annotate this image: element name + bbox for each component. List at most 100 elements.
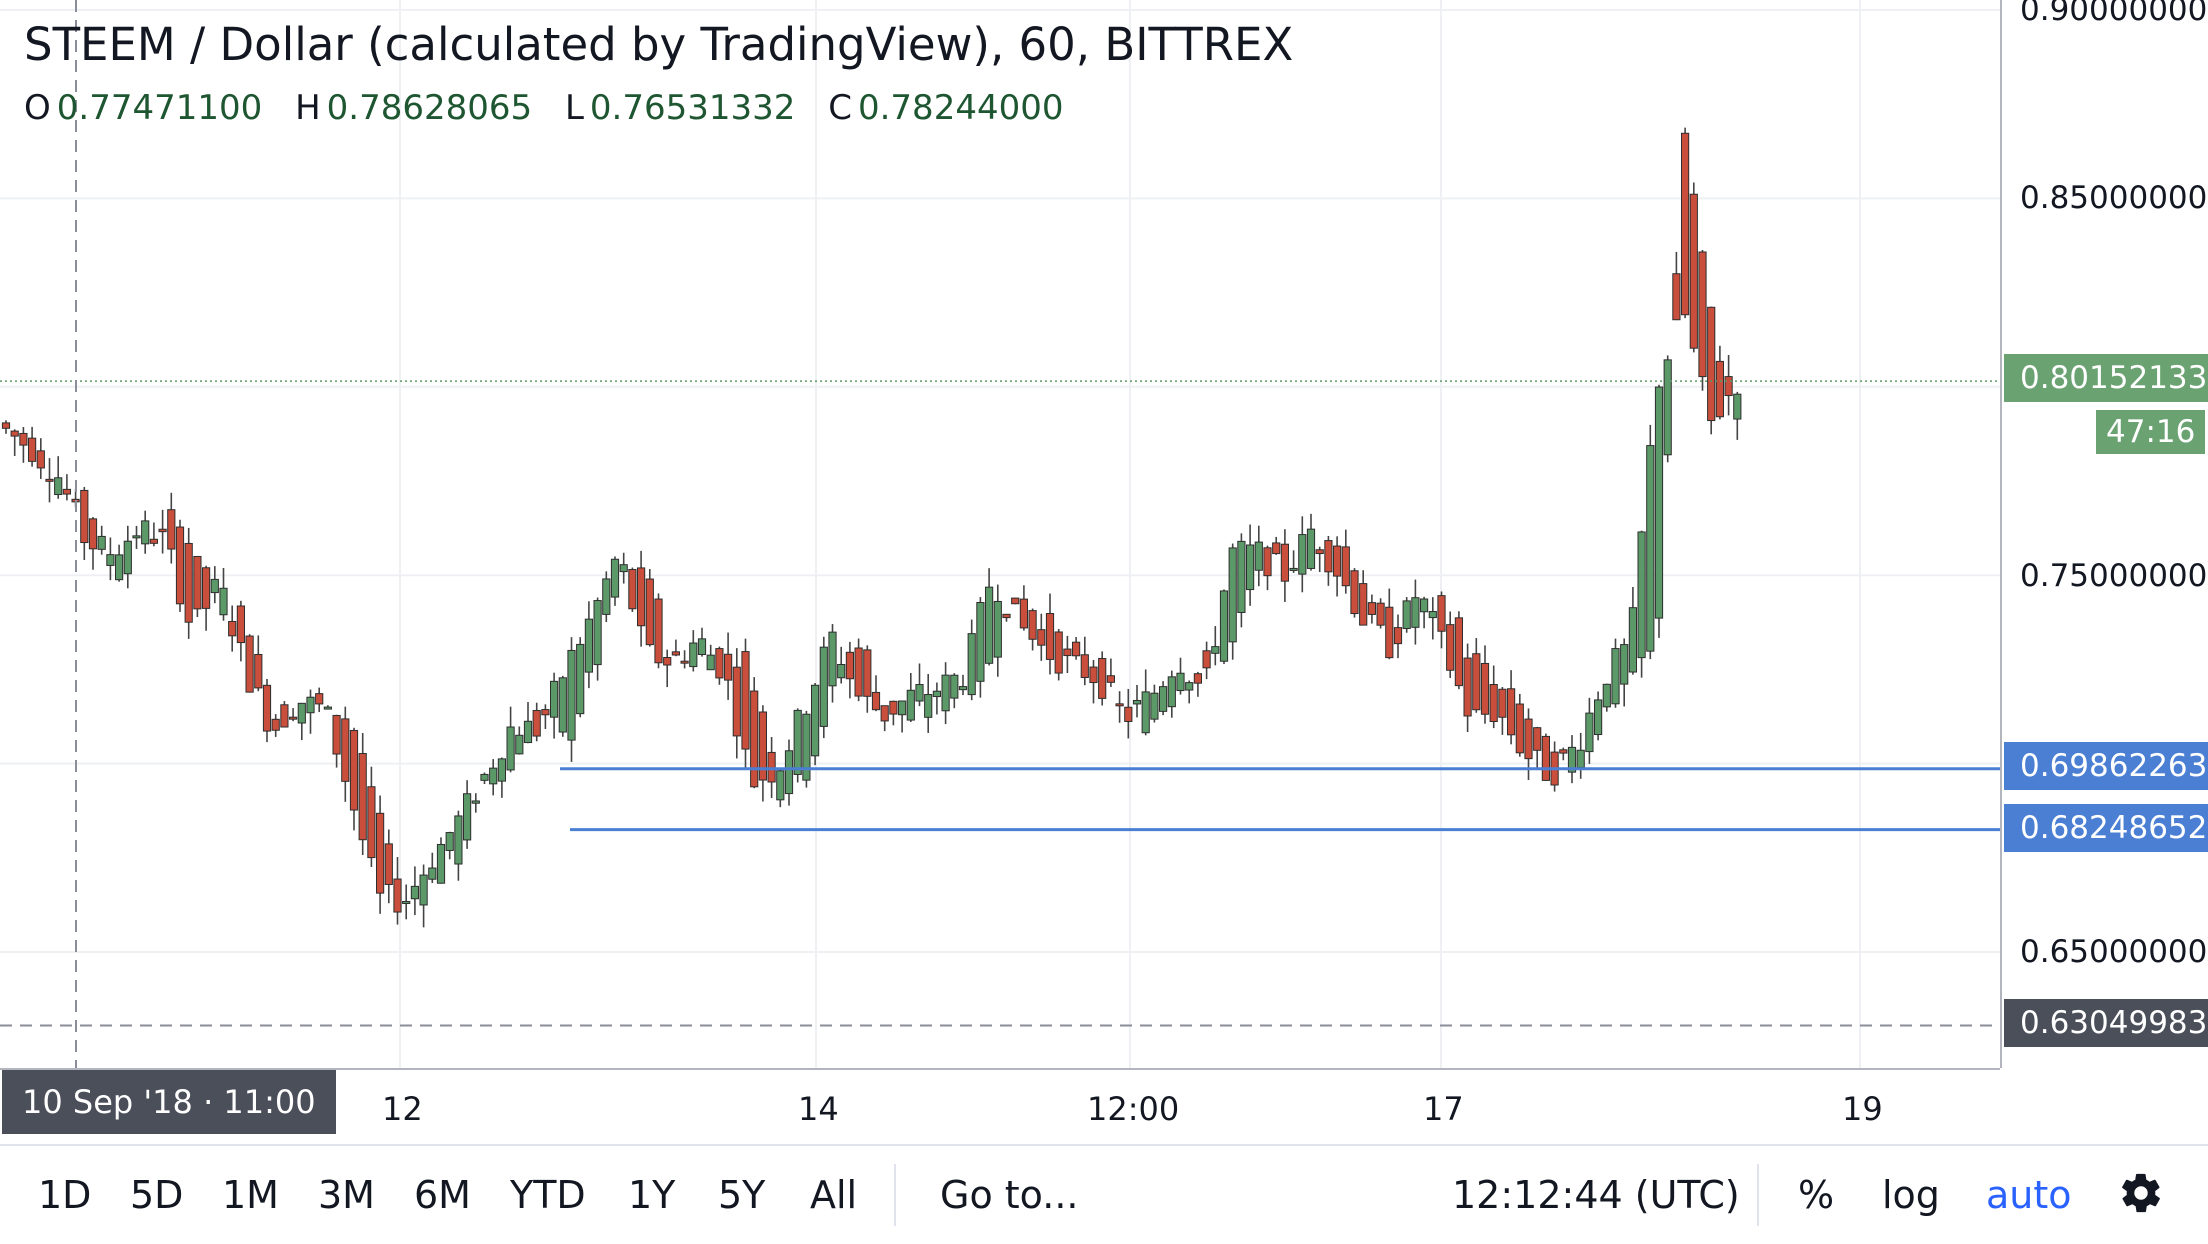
candle-down: [228, 620, 237, 637]
candle-down: [193, 555, 202, 610]
candle-up: [697, 638, 707, 656]
candle-down: [1115, 703, 1124, 707]
candle-up: [958, 686, 968, 691]
candle-down: [671, 651, 680, 656]
candle-up: [993, 600, 1002, 658]
candle-up: [132, 535, 141, 539]
range-1y-button[interactable]: 1Y: [628, 1173, 676, 1217]
candle-down: [254, 653, 263, 689]
last-price-badge: 0.80152133: [2004, 354, 2208, 402]
low-value: 0.76531332: [589, 88, 796, 128]
candle-up: [619, 564, 628, 573]
candle-down: [1541, 735, 1551, 781]
candle-down: [341, 718, 350, 782]
range-5d-button[interactable]: 5D: [130, 1173, 184, 1217]
candlestick-chart[interactable]: [0, 0, 2000, 1068]
candle-up: [915, 684, 924, 702]
chart-pane[interactable]: STEEM / Dollar (calculated by TradingVie…: [0, 0, 2000, 1068]
candle-down: [10, 430, 19, 437]
candle-down: [1045, 613, 1055, 660]
candle-down: [236, 605, 246, 644]
candle-down: [1098, 658, 1107, 699]
candle-up: [1663, 359, 1672, 456]
range-1m-button[interactable]: 1M: [222, 1173, 279, 1217]
candle-down: [1272, 542, 1281, 555]
candle-up: [1228, 547, 1237, 643]
auto-scale-toggle[interactable]: auto: [1986, 1173, 2072, 1217]
candle-up: [497, 758, 506, 782]
candle-down: [184, 542, 193, 623]
candle-up: [1611, 648, 1620, 705]
time-tick: 14: [798, 1090, 839, 1128]
candle-down: [88, 518, 98, 550]
horizontal-line-1-badge[interactable]: 0.69862263: [2004, 742, 2208, 790]
candle-down: [36, 450, 45, 469]
ohlc-legend: O 0.77471100 H 0.78628065 L 0.76531332 C 0.7…: [24, 88, 1085, 128]
candle-down: [1446, 624, 1455, 671]
candle-down: [19, 432, 28, 446]
candle-down: [1393, 627, 1403, 645]
high-value: 0.78628065: [326, 88, 533, 128]
horizontal-line-2-badge[interactable]: 0.68248652: [2004, 804, 2208, 852]
candle-up: [1602, 683, 1611, 708]
range-ytd-button[interactable]: YTD: [510, 1173, 586, 1217]
candle-down: [1437, 595, 1446, 632]
candle-up: [1567, 746, 1577, 773]
range-6m-button[interactable]: 6M: [414, 1173, 471, 1217]
candle-up: [1132, 699, 1142, 705]
candle-down: [280, 704, 289, 728]
price-scale[interactable]: 0.90000000 0.85000000 0.75000000 0.65000…: [2000, 0, 2208, 1068]
candle-up: [506, 726, 515, 771]
candle-up: [463, 793, 472, 841]
range-3m-button[interactable]: 3M: [318, 1173, 375, 1217]
candle-up: [1654, 386, 1664, 619]
candle-down: [393, 878, 402, 913]
candle-down: [202, 567, 211, 609]
price-tick: 0.90000000: [2020, 0, 2208, 28]
candle-down: [167, 509, 176, 550]
candle-up: [1576, 749, 1585, 769]
range-5y-button[interactable]: 5Y: [718, 1173, 766, 1217]
candle-down: [1019, 598, 1028, 629]
candle-down: [1002, 613, 1011, 619]
candle-up: [454, 815, 463, 865]
candle-up: [219, 587, 228, 616]
candle-down: [854, 647, 863, 697]
symbol-title: STEEM / Dollar (calculated by TradingVie…: [24, 18, 1294, 71]
range-all-button[interactable]: All: [810, 1173, 858, 1217]
candle-down: [1480, 662, 1490, 715]
candle-down: [1011, 597, 1020, 605]
candle-down: [1324, 540, 1333, 573]
chart-settings-gear-icon[interactable]: [2118, 1170, 2164, 1220]
candle-up: [1298, 534, 1307, 575]
candle-up: [123, 540, 132, 575]
candle-up: [950, 674, 959, 699]
candle-up: [323, 706, 332, 710]
candle-down: [1533, 727, 1542, 751]
candle-down: [1515, 703, 1524, 754]
utc-clock[interactable]: 12:12:44 (UTC): [1452, 1173, 1740, 1217]
candle-down: [637, 567, 646, 627]
candle-down: [349, 729, 359, 811]
range-1d-button[interactable]: 1D: [38, 1173, 92, 1217]
candle-down: [62, 488, 71, 495]
candle-up: [402, 900, 411, 904]
log-scale-toggle[interactable]: log: [1882, 1173, 1940, 1217]
percent-scale-toggle[interactable]: %: [1798, 1173, 1835, 1217]
candle-down: [663, 657, 672, 666]
candle-down: [358, 753, 367, 841]
candle-down: [628, 569, 637, 610]
candle-down: [384, 843, 393, 885]
candle-up: [297, 702, 306, 724]
candle-down: [1385, 606, 1394, 659]
candle-down: [1724, 376, 1733, 397]
candle-down: [376, 812, 385, 894]
candle-up: [819, 646, 828, 727]
candle-up: [1167, 676, 1176, 708]
candle-down: [1707, 306, 1716, 422]
candle-down: [880, 705, 889, 722]
go-to-date-button[interactable]: Go to...: [940, 1173, 1079, 1217]
candle-down: [845, 651, 854, 680]
candle-down: [1472, 653, 1481, 711]
candle-up: [1219, 590, 1229, 662]
